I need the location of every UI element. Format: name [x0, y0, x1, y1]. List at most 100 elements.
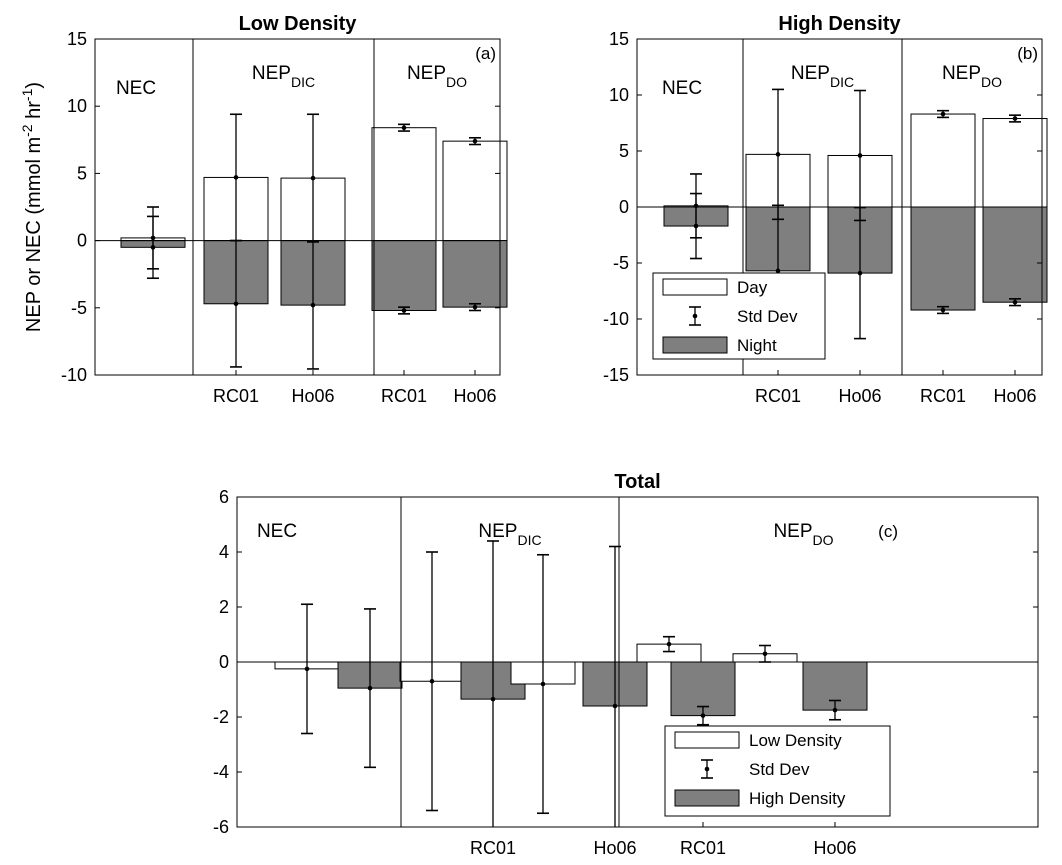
y-tick-label: -5 [71, 298, 87, 318]
y-tick-label: 0 [77, 231, 87, 251]
errorbar-high-density-point [490, 696, 496, 702]
legend: Day Std Dev Night [652, 272, 826, 360]
legend-label: Std Dev [737, 307, 798, 326]
chart-title: Low Density [239, 13, 358, 35]
errorbar-night-point [940, 307, 946, 313]
legend-label: Low Density [749, 731, 842, 750]
errorbar-high-density-point [700, 713, 706, 718]
section-label: NEPDO [773, 521, 833, 548]
errorbar-high-density-point [367, 685, 373, 691]
chart-title: High Density [778, 13, 901, 35]
y-tick-label: 10 [609, 85, 629, 105]
section-label: NEC [257, 521, 297, 542]
y-axis-label-part: hr [23, 101, 45, 125]
chart-panel-c: Total -6 -4 -2 0 2 4 6 RC01 Ho06 RC01 Ho06 NEC NEPDIC… [213, 471, 1039, 858]
errorbar-high-density-point [832, 707, 838, 713]
errorbar-day-point [775, 152, 781, 157]
y-axis-label-part: ) [23, 82, 45, 89]
legend-label: Day [737, 278, 768, 297]
chart-title: Total [614, 471, 660, 493]
legend: Low Density Std Dev High Density [664, 725, 891, 817]
chart-panel-b: High Density -15 -10 -5 0 5 10 15 RC01 Ho06 RC01 Ho… [603, 13, 1048, 406]
errorbar-night-point [775, 268, 781, 274]
bar-day [910, 113, 976, 208]
y-tick-label: 2 [219, 597, 229, 617]
legend-label: Night [737, 336, 777, 355]
y-tick-label: -15 [603, 365, 629, 385]
bar-night [442, 240, 508, 308]
y-tick-label: 0 [219, 652, 229, 672]
x-tick-label: RC01 [213, 386, 259, 406]
errorbar-night-point [310, 302, 316, 308]
plot-frame [94, 38, 501, 376]
y-tick-label: 5 [619, 141, 629, 161]
y-tick-label: 0 [619, 197, 629, 217]
errorbar-day-point [1012, 116, 1018, 121]
section-label: NEPDO [407, 63, 467, 90]
x-tick-label: Ho06 [291, 386, 334, 406]
y-tick-label: -10 [61, 365, 87, 385]
errorbar-night-point [150, 245, 156, 250]
section-label-subscript: DIC [830, 74, 854, 90]
chart-panel-a: Low Density -10 -5 0 5 10 15 RC01 Ho06 RC01 Ho06 NE… [19, 13, 508, 406]
y-axis-label-superscript: -1 [19, 88, 35, 101]
errorbar-night-point [693, 223, 699, 229]
legend-swatch [674, 789, 740, 807]
errorbar-day-point [857, 153, 863, 158]
x-tick-label: RC01 [920, 386, 966, 406]
errorbar-night-point [401, 308, 407, 313]
y-tick-label: -4 [213, 762, 229, 782]
y-tick-label: 6 [219, 487, 229, 507]
x-tick-label: RC01 [470, 838, 516, 858]
errorbar-low-density-point [304, 666, 310, 672]
section-label-subscript: DIC [517, 532, 541, 548]
section-label-subscript: DIC [291, 74, 315, 90]
legend-swatch [674, 731, 740, 749]
y-axis-label: NEP or NEC (mmol m-2 hr-1) [19, 82, 45, 332]
x-tick-label: Ho06 [453, 386, 496, 406]
y-tick-label: 4 [219, 542, 229, 562]
errorbar-low-density-point [762, 651, 768, 657]
x-tick-label: Ho06 [993, 386, 1036, 406]
bar-day [982, 118, 1048, 208]
errorbar-night-point [857, 270, 863, 276]
errorbar-night-point [472, 304, 478, 310]
x-tick-label: Ho06 [813, 838, 856, 858]
legend-swatch [662, 278, 728, 296]
section-label: NEC [662, 78, 702, 99]
x-tick-label: RC01 [381, 386, 427, 406]
errorbar-day-point [310, 175, 316, 181]
panel-label: (c) [878, 522, 898, 541]
x-tick-label: RC01 [755, 386, 801, 406]
errorbar-day-point [940, 111, 946, 117]
panel-label: (a) [475, 44, 496, 63]
bar-night [982, 206, 1048, 303]
y-tick-label: 10 [67, 96, 87, 116]
errorbar-low-density-point [429, 678, 435, 684]
y-tick-label: 5 [77, 163, 87, 183]
x-tick-label: RC01 [680, 838, 726, 858]
legend-errorbar-point [692, 313, 698, 319]
section-label: NEPDO [942, 63, 1002, 90]
errorbar-high-density-point [612, 703, 618, 709]
y-tick-label: 15 [609, 29, 629, 49]
bar-day [442, 140, 508, 242]
errorbar-low-density-point [540, 681, 546, 687]
errorbar-low-density-point [666, 641, 672, 647]
legend-swatch [662, 336, 728, 354]
errorbar-day-point [233, 175, 239, 180]
section-label: NEPDIC [791, 63, 854, 90]
errorbar-day-point [472, 138, 478, 144]
y-tick-label: 15 [67, 29, 87, 49]
y-tick-label: -2 [213, 707, 229, 727]
errorbar-night-point [1012, 299, 1018, 305]
errorbar-night-point [233, 301, 239, 307]
x-tick-label: Ho06 [838, 386, 881, 406]
legend-label: High Density [749, 789, 846, 808]
section-label: NEPDIC [478, 521, 541, 548]
legend-label: Std Dev [749, 760, 810, 779]
section-label: NEPDIC [252, 63, 315, 90]
legend-errorbar-point [704, 766, 710, 772]
section-label-subscript: DO [446, 74, 467, 90]
